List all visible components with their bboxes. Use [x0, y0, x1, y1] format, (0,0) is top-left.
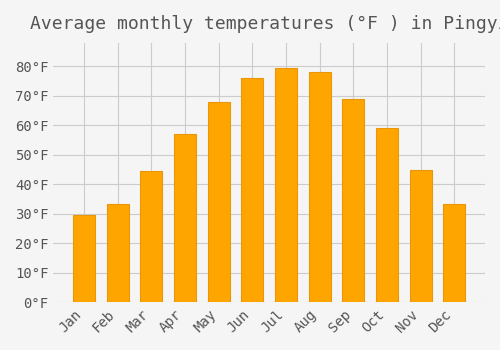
Bar: [242, 78, 264, 302]
Bar: [376, 128, 398, 302]
Bar: [410, 170, 432, 302]
Bar: [140, 171, 162, 302]
Bar: [309, 72, 330, 302]
Bar: [342, 99, 364, 302]
Bar: [174, 134, 196, 302]
Bar: [73, 216, 95, 302]
Bar: [275, 68, 297, 302]
Bar: [444, 204, 466, 302]
Bar: [208, 102, 230, 302]
Bar: [106, 204, 128, 302]
Title: Average monthly temperatures (°F ) in Pingyi: Average monthly temperatures (°F ) in Pi…: [30, 15, 500, 33]
